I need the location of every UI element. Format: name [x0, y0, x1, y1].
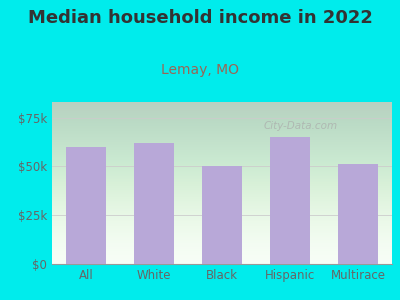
Bar [66, 147, 106, 264]
Bar [202, 167, 242, 264]
Text: Lemay, MO: Lemay, MO [161, 63, 239, 77]
Text: City-Data.com: City-Data.com [263, 122, 337, 131]
Text: Median household income in 2022: Median household income in 2022 [28, 9, 372, 27]
Bar [338, 164, 378, 264]
Bar [270, 137, 310, 264]
Bar [134, 143, 174, 264]
